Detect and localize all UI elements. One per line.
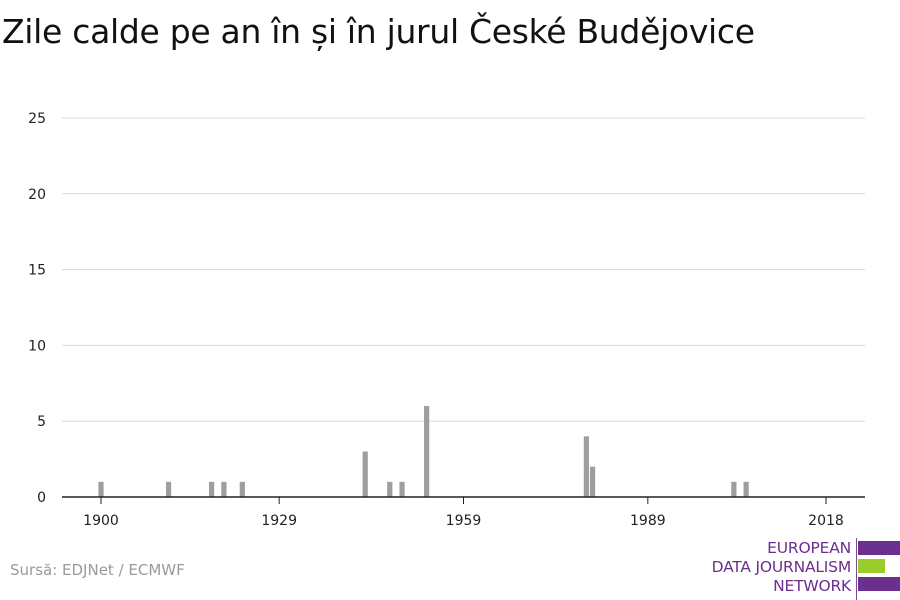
page-title: Zile calde pe an în și în jurul České Bu… bbox=[2, 12, 755, 51]
x-tick-label: 1929 bbox=[261, 513, 297, 529]
bars bbox=[98, 406, 749, 497]
x-tick-label: 2018 bbox=[808, 513, 844, 529]
logo-line-3: NETWORK bbox=[773, 577, 851, 595]
bar bbox=[221, 481, 227, 497]
bar bbox=[98, 481, 104, 497]
y-axis-ticks: 0 5 10 15 20 25 bbox=[28, 111, 46, 506]
y-tick-label: 0 bbox=[37, 490, 46, 506]
x-tick-label: 1989 bbox=[630, 513, 666, 529]
logo-line-2: DATA JOURNALISM bbox=[711, 558, 852, 576]
y-tick-label: 5 bbox=[37, 414, 46, 430]
bar bbox=[589, 466, 596, 497]
bar bbox=[387, 481, 393, 497]
bar bbox=[165, 481, 172, 497]
logo-bar-purple-bottom bbox=[858, 577, 900, 591]
logo-bar-purple-top bbox=[858, 541, 900, 555]
bar bbox=[731, 481, 737, 497]
logo-line-1: EUROPEAN bbox=[767, 539, 851, 557]
bar bbox=[208, 481, 215, 497]
edjnet-logo[interactable]: EUROPEAN DATA JOURNALISM NETWORK bbox=[700, 538, 900, 600]
bar bbox=[362, 451, 368, 497]
y-tick-label: 20 bbox=[28, 187, 46, 203]
grid-lines bbox=[62, 117, 865, 422]
logo-bar-green bbox=[858, 559, 885, 573]
x-tick-label: 1959 bbox=[446, 513, 482, 529]
y-tick-label: 25 bbox=[28, 111, 46, 127]
y-tick-label: 10 bbox=[28, 338, 46, 354]
bar bbox=[583, 436, 589, 497]
y-tick-label: 15 bbox=[28, 263, 46, 279]
source-note: Sursă: EDJNet / ECMWF bbox=[10, 561, 185, 579]
bar bbox=[424, 406, 430, 497]
x-tick-label: 1900 bbox=[83, 513, 119, 529]
bar bbox=[399, 481, 405, 497]
logo-divider bbox=[856, 538, 857, 600]
bar bbox=[239, 481, 245, 497]
x-axis-ticks: 1900 1929 1959 1989 2018 bbox=[83, 497, 844, 529]
bar bbox=[743, 481, 749, 497]
